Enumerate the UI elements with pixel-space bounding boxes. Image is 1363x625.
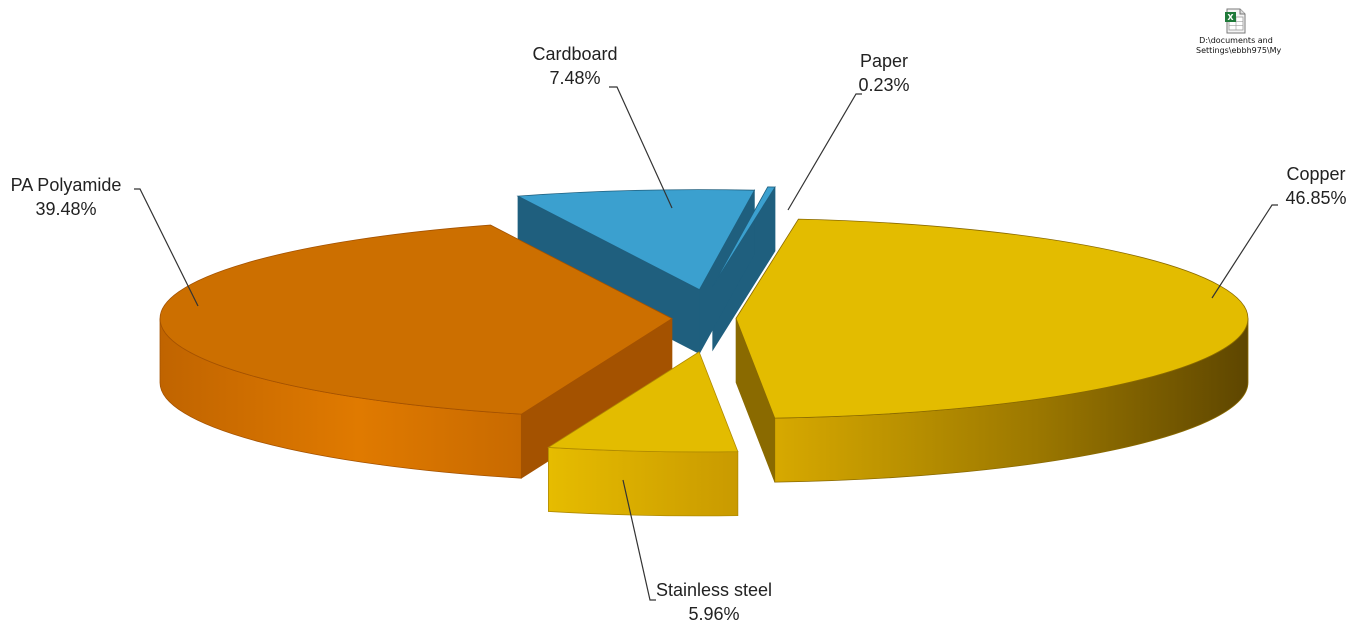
leader-line-cardboard	[609, 86, 673, 209]
leader-line-stainless-steel	[622, 479, 656, 601]
file-caption-line-2: Settings\ebbh975\My	[1196, 46, 1282, 55]
leader-line-copper	[1211, 204, 1278, 299]
embedded-file-object[interactable]: X D:\documents and Settings\ebbh975\My	[1196, 8, 1282, 56]
slice-stainless-steel[interactable]	[547, 351, 739, 453]
slice-label-pa-polyamide: PA Polyamide	[11, 175, 122, 195]
slice-value-label-copper: 46.85%	[1285, 188, 1346, 208]
slice-copper[interactable]	[735, 218, 1249, 419]
slice-wall-stainless-steel	[548, 447, 739, 517]
slice-pa-polyamide[interactable]	[159, 224, 673, 415]
slice-label-copper: Copper	[1286, 164, 1345, 184]
slice-value-label-paper: 0.23%	[858, 75, 909, 95]
svg-text:X: X	[1227, 13, 1234, 22]
slice-value-label-stainless-steel: 5.96%	[688, 604, 739, 624]
slice-label-stainless-steel: Stainless steel	[656, 580, 772, 600]
slice-value-label-pa-polyamide: 39.48%	[35, 199, 96, 219]
leader-line-paper	[787, 93, 862, 211]
embedded-file-caption: D:\documents and Settings\ebbh975\My	[1196, 36, 1282, 56]
slice-cardboard[interactable]	[516, 189, 756, 291]
slice-label-cardboard: Cardboard	[532, 44, 617, 64]
slice-label-paper: Paper	[860, 51, 908, 71]
file-caption-line-1: D:\documents and	[1199, 36, 1273, 45]
excel-file-icon[interactable]: X	[1225, 8, 1247, 34]
slice-paper[interactable]	[712, 186, 776, 287]
leader-line-pa-polyamide	[134, 188, 199, 307]
slice-value-label-cardboard: 7.48%	[549, 68, 600, 88]
